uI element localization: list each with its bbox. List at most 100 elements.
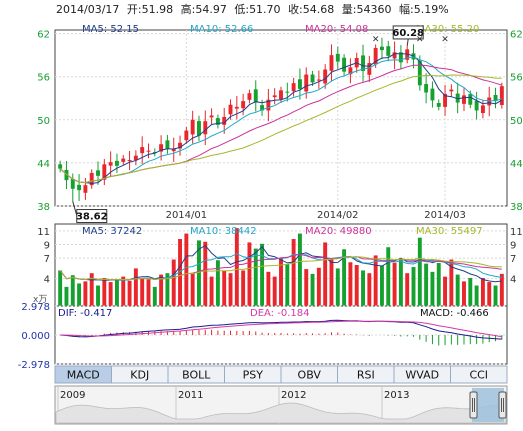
- volume-bar: [159, 274, 164, 306]
- tab-label: MACD: [67, 369, 100, 382]
- candle-body: [405, 49, 410, 60]
- tab-wvad[interactable]: WVAD: [393, 365, 451, 384]
- price-ma30-line: [59, 74, 502, 184]
- tab-macd[interactable]: MACD: [54, 365, 112, 384]
- overview-history-area: [55, 402, 507, 424]
- volume-bar: [354, 265, 359, 306]
- header-volume-label: 量:: [342, 3, 357, 16]
- volume-bar: [430, 271, 435, 306]
- price-x-tick: 2014/02: [317, 210, 359, 221]
- volume-bar: [234, 228, 239, 306]
- volume-bar: [253, 248, 258, 306]
- header-date: 2014/03/17: [56, 3, 119, 16]
- volume-bar: [310, 273, 315, 306]
- volume-bar: [361, 270, 365, 306]
- volume-bar: [304, 269, 309, 306]
- candle-body: [342, 57, 347, 72]
- volume-bar: [443, 276, 448, 306]
- candle-body: [159, 144, 164, 152]
- price-y-tick-left: 62: [37, 30, 50, 41]
- candle-body: [222, 116, 227, 125]
- tab-label: KDJ: [130, 369, 149, 382]
- candle-body: [234, 106, 239, 109]
- candle-body: [304, 74, 309, 92]
- candle-body: [184, 130, 189, 141]
- volume-bar: [102, 277, 107, 306]
- handle-grip: [498, 391, 507, 419]
- header-info: 2014/03/17 开:51.98 高:54.97 低:51.70 收:54.…: [56, 2, 449, 16]
- price-event-marker: ✕: [372, 35, 380, 45]
- macd-y-tick: -2.978: [18, 360, 50, 371]
- volume-y-tick-right: 11: [510, 227, 523, 238]
- price-y-tick-left: 50: [37, 116, 50, 127]
- price-annotation-pointer: [406, 38, 409, 47]
- tab-psy[interactable]: PSY: [224, 365, 282, 384]
- price-event-marker: ✕: [441, 35, 449, 45]
- candle-body: [329, 55, 334, 71]
- candle-body: [228, 104, 233, 115]
- volume-bar: [121, 276, 126, 306]
- candle-body: [171, 148, 176, 152]
- candle-body: [455, 93, 460, 103]
- volume-panel: 4 4 7 7 9 9 11 11 x万 MA5: 37242 MA10: 38442 MA20: 4…: [33, 226, 523, 306]
- tab-kdj[interactable]: KDJ: [111, 365, 169, 384]
- volume-y-tick-right: 9: [510, 241, 516, 252]
- price-panel: 38 38 44 44 50 50 56 56 62 62 2014/01 2014/02 2014/0…: [37, 24, 523, 224]
- tab-label: WVAD: [405, 369, 439, 382]
- volume-y-tick-left: 4: [44, 275, 50, 286]
- candle-body: [133, 155, 138, 161]
- price-y-tick-left: 38: [37, 202, 50, 213]
- volume-bar: [436, 262, 441, 306]
- candle-body: [348, 67, 353, 75]
- volume-bar: [228, 273, 233, 306]
- tab-rsi[interactable]: RSI: [337, 365, 395, 384]
- volume-bar: [474, 285, 479, 306]
- candle-body: [474, 100, 479, 111]
- candle-body: [241, 101, 246, 109]
- volume-bar: [222, 270, 227, 306]
- tab-boll[interactable]: BOLL: [167, 365, 225, 384]
- header-low: 51.70: [249, 3, 281, 16]
- volume-bar: [96, 285, 100, 306]
- price-ma10-line: [59, 56, 502, 184]
- macd-legend-item: DIF: -0.417: [58, 308, 112, 319]
- candle-body: [121, 158, 126, 162]
- header-open: 51.98: [142, 3, 174, 16]
- overview-year-label: 2013: [384, 390, 409, 401]
- handle-grip: [469, 391, 478, 419]
- candle-body: [108, 162, 113, 166]
- price-annotation-box: [76, 209, 108, 224]
- volume-bar: [348, 262, 353, 306]
- overview-left-handle[interactable]: [469, 391, 478, 419]
- volume-bar: [209, 276, 214, 306]
- candle-body: [499, 86, 504, 105]
- candle-body: [165, 140, 170, 149]
- overview-right-handle[interactable]: [498, 391, 507, 419]
- candle-body: [215, 118, 220, 125]
- price-y-tick-right: 38: [510, 202, 523, 213]
- candle-body: [260, 105, 265, 111]
- price-legend-ma20: MA20: 54.08: [305, 24, 368, 35]
- candle-body: [83, 185, 88, 193]
- tab-cci[interactable]: CCI: [450, 365, 508, 384]
- overview-navigator[interactable]: 2009 2011 2012 2013: [54, 385, 508, 425]
- header-low-label: 低:: [234, 3, 249, 16]
- candle-body: [323, 69, 328, 84]
- header-high: 54.97: [195, 3, 227, 16]
- candle-body: [266, 99, 271, 111]
- volume-bar: [190, 273, 195, 306]
- candle-body: [335, 53, 340, 62]
- candle-body: [386, 46, 391, 56]
- macd-legend-item: MACD: -0.466: [420, 308, 489, 319]
- volume-bar: [417, 237, 422, 306]
- volume-bar: [127, 280, 132, 306]
- candle-body: [253, 89, 258, 103]
- volume-bar: [480, 277, 485, 306]
- header-change: 5.19%: [414, 3, 449, 16]
- volume-bar: [380, 265, 384, 306]
- candle-body: [487, 97, 492, 106]
- tab-obv[interactable]: OBV: [280, 365, 338, 384]
- volume-legend-ma30: MA30: 55497: [416, 226, 483, 237]
- volume-bar: [405, 273, 410, 306]
- volume-bar: [342, 249, 347, 306]
